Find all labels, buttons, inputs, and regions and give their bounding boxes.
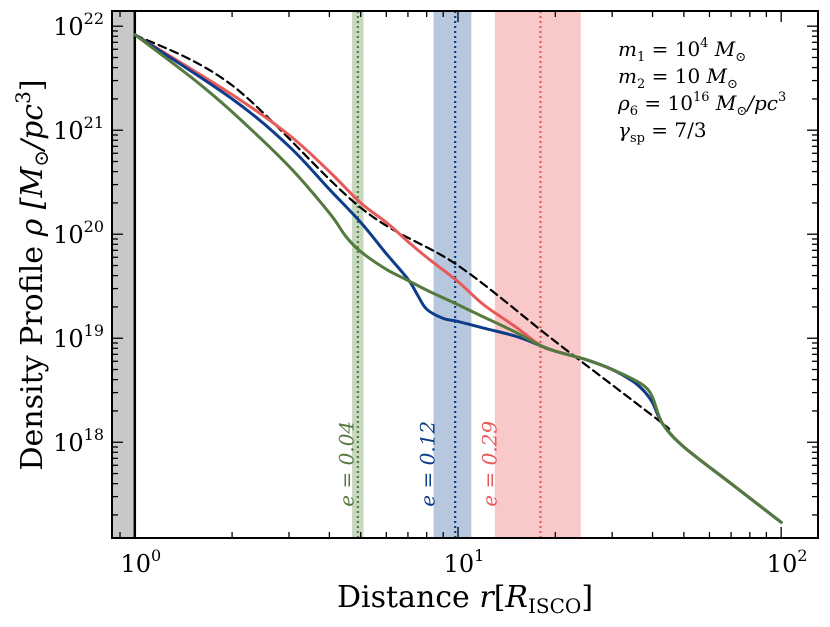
- legend-var: γ: [618, 118, 630, 142]
- y-tick-label: 1019: [53, 321, 104, 353]
- legend-tail: /pc: [745, 91, 778, 115]
- legend-sub: 6: [630, 104, 638, 119]
- legend-unit-sub: ⊙: [735, 50, 746, 65]
- x-tick-label-base: 10: [767, 550, 798, 578]
- band-labels: e = 0.04 e = 0.12 e = 0.29: [335, 421, 502, 507]
- excluded-region: [112, 11, 135, 538]
- shaded-regions: [112, 11, 137, 538]
- x-tick-label-base: 10: [120, 550, 151, 578]
- e-0.04-band: [352, 11, 364, 538]
- x-tick-label: 102: [767, 546, 808, 578]
- legend-sub: 1: [637, 50, 645, 65]
- legend-sub: sp: [630, 131, 645, 146]
- legend-var: ρ: [617, 91, 630, 115]
- legend-unit-sub: ⊙: [736, 104, 747, 119]
- y-tick-label-base: 10: [53, 221, 84, 249]
- band-label: e = 0.04: [335, 421, 359, 507]
- x-tick-label-exponent: 1: [474, 546, 484, 565]
- y-tick-label-base: 10: [53, 117, 84, 145]
- legend-eq: = 10: [645, 37, 700, 61]
- series-power-law: [133, 33, 671, 430]
- legend-line: m1 = 104 M⊙: [618, 36, 746, 65]
- y-tick-label: 1021: [53, 113, 104, 145]
- y-tick-label-base: 10: [53, 429, 84, 457]
- legend-sup: 16: [693, 90, 710, 105]
- y-tick-label: 1020: [53, 217, 104, 249]
- legend-unit: M: [710, 91, 737, 115]
- legend-line: γsp = 7/3: [618, 118, 707, 146]
- legend-sup: 4: [700, 36, 708, 51]
- legend-eq: = 10: [645, 64, 706, 88]
- x-tick-label: 101: [444, 546, 485, 578]
- x-tick-label-exponent: 2: [797, 546, 807, 565]
- parameter-legend: m1 = 104 M⊙m2 = 10 M⊙ρ6 = 1016 M⊙/pc3γsp…: [617, 36, 786, 146]
- x-tick-label-exponent: 0: [151, 546, 161, 565]
- y-tick-label-exponent: 19: [84, 321, 104, 340]
- band-label: e = 0.12: [415, 421, 439, 507]
- y-tick-label-base: 10: [53, 13, 84, 41]
- legend-var: m: [618, 37, 637, 61]
- legend-unit-sub: ⊙: [727, 77, 738, 92]
- legend-sub: 2: [637, 77, 645, 92]
- legend-var: m: [618, 64, 637, 88]
- e-0.12-band: [433, 11, 472, 538]
- series-lines: [133, 33, 783, 524]
- y-tick-label: 1022: [53, 9, 104, 41]
- y-axis-title: Density Profile ρ [M⊙/pc3]: [11, 79, 53, 470]
- eccentricity-bands: [352, 11, 581, 538]
- series-e-0-12: [133, 33, 783, 524]
- legend-line: m2 = 10 M⊙: [618, 64, 738, 92]
- legend-unit: M: [708, 37, 735, 61]
- x-tick-label: 100: [120, 546, 161, 578]
- legend-line: ρ6 = 1016 M⊙/pc3: [617, 90, 786, 119]
- band-label: e = 0.29: [477, 421, 501, 507]
- y-tick-label-exponent: 20: [84, 217, 104, 236]
- axes-box: [111, 10, 819, 539]
- y-tick-label-exponent: 21: [84, 113, 104, 132]
- y-tick-label-exponent: 22: [84, 9, 104, 28]
- series-e-0-04: [133, 33, 783, 524]
- x-tick-label-base: 10: [444, 550, 475, 578]
- legend-eq: = 7/3: [645, 118, 707, 142]
- legend-unit: M: [706, 64, 728, 88]
- axis-ticks: [112, 11, 818, 538]
- e-0.29-band: [494, 11, 581, 538]
- y-tick-label: 1018: [53, 425, 104, 457]
- legend-tail-sup: 3: [778, 90, 786, 105]
- plot-frame: [111, 10, 819, 539]
- y-tick-label-base: 10: [53, 325, 84, 353]
- y-tick-label-exponent: 18: [84, 425, 104, 444]
- x-axis-title: Distance r[RISCO]: [337, 580, 593, 618]
- legend-eq: = 10: [638, 91, 693, 115]
